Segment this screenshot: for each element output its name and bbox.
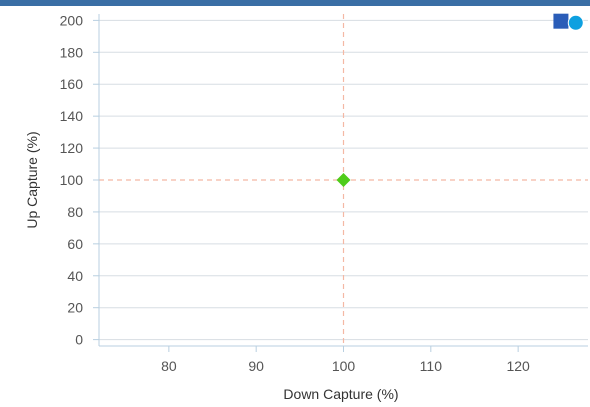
gridlines bbox=[99, 19, 588, 341]
y-tick-label-100: 100 bbox=[60, 172, 84, 188]
x-tick-label-80: 80 bbox=[161, 358, 177, 374]
y-tick-label-0: 0 bbox=[75, 332, 83, 348]
x-tick-label-90: 90 bbox=[248, 358, 264, 374]
y-axis-label: Up Capture (%) bbox=[24, 131, 40, 228]
point-circle bbox=[567, 14, 584, 31]
x-tick-label-110: 110 bbox=[420, 358, 443, 374]
y-tick-label-200: 200 bbox=[60, 12, 84, 28]
x-tick-label-100: 100 bbox=[332, 358, 356, 374]
x-tick-labels: 80 90 100 110 120 bbox=[161, 358, 530, 374]
y-tick-label-140: 140 bbox=[60, 108, 84, 124]
data-points bbox=[336, 13, 584, 187]
y-tick-label-120: 120 bbox=[60, 140, 84, 156]
axes bbox=[93, 14, 588, 352]
x-tick-label-120: 120 bbox=[506, 358, 530, 374]
y-tick-label-180: 180 bbox=[60, 44, 84, 60]
header-accent-bar bbox=[0, 0, 590, 6]
point-square bbox=[553, 13, 569, 29]
y-tick-label-40: 40 bbox=[67, 268, 83, 284]
x-axis-label: Down Capture (%) bbox=[283, 386, 398, 402]
y-tick-labels: 0 20 40 60 80 100 120 140 160 180 200 bbox=[60, 12, 84, 347]
point-diamond bbox=[336, 173, 351, 187]
y-tick-label-60: 60 bbox=[67, 236, 83, 252]
y-tick-label-20: 20 bbox=[67, 300, 83, 316]
y-tick-label-160: 160 bbox=[60, 76, 84, 92]
y-tick-label-80: 80 bbox=[67, 204, 83, 220]
